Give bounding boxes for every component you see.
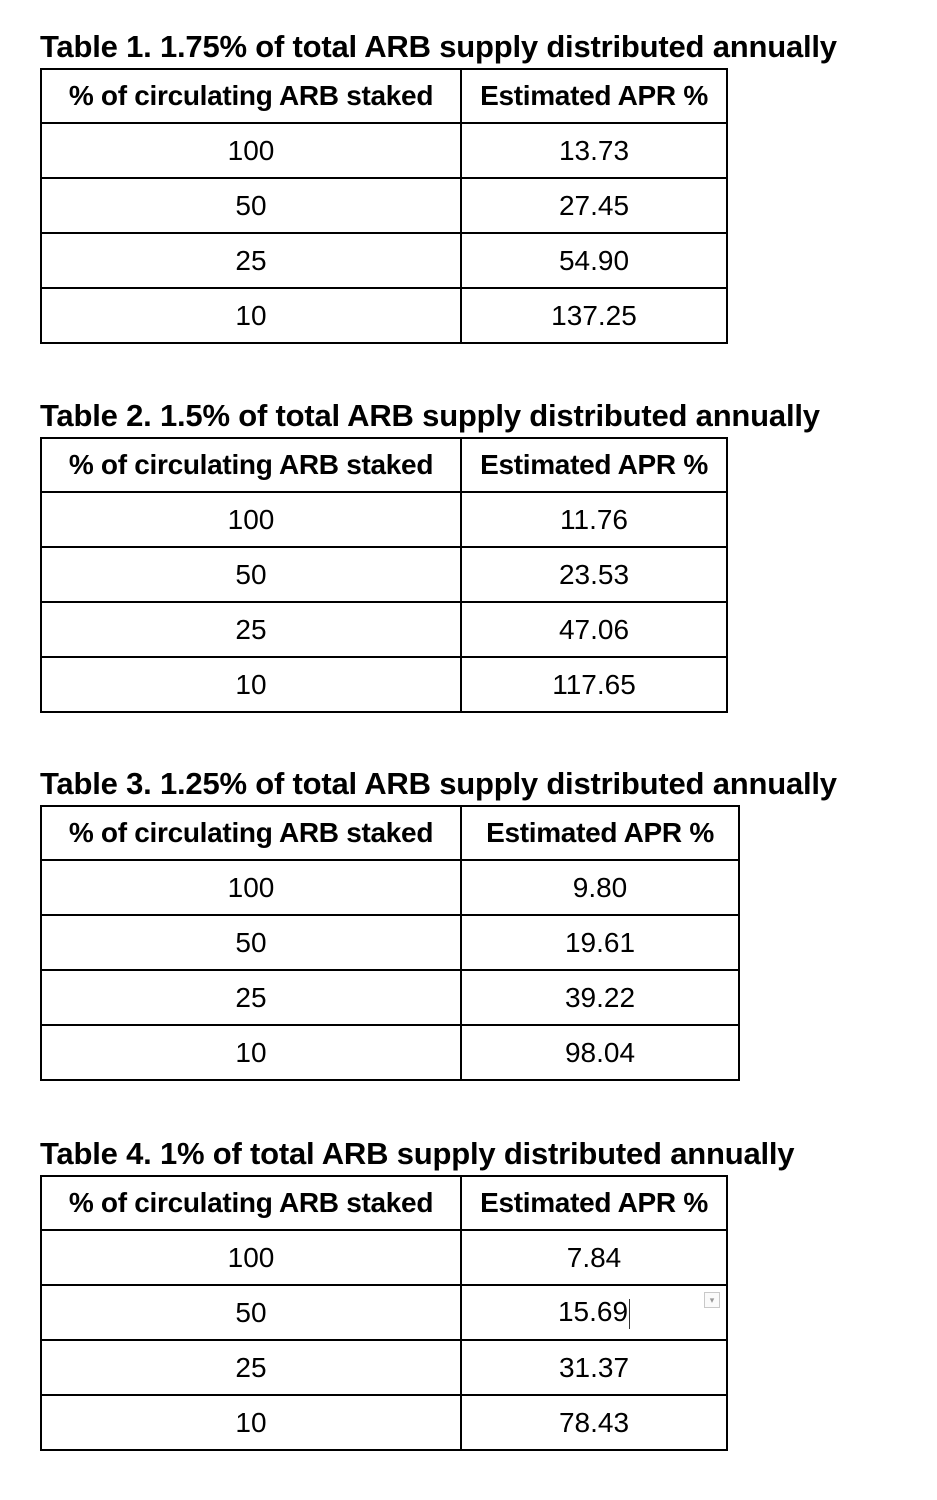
table-row: 10 117.65 [40,656,728,713]
apr-table: % of circulating ARB staked Estimated AP… [40,805,740,1081]
table-cell[interactable]: 78.43 [460,1394,728,1451]
table-cell[interactable]: 100 [40,1229,462,1286]
table-row: 50 23.53 [40,546,728,603]
table-cell[interactable]: 50 [40,914,462,971]
table-row: 25 47.06 [40,601,728,658]
table-cell[interactable]: 25 [40,232,462,289]
table-cell[interactable]: 50 [40,1284,462,1341]
table-caption: Table 1. 1.75% of total ARB supply distr… [40,29,837,64]
table-cell[interactable]: 25 [40,1339,462,1396]
column-header-staked[interactable]: % of circulating ARB staked [40,1175,462,1231]
table-cell[interactable]: 10 [40,1024,462,1081]
table-row: 25 54.90 [40,232,728,289]
table-row: 50 19.61 [40,914,740,971]
table-cell[interactable]: 19.61 [460,914,740,971]
table-cell[interactable]: 98.04 [460,1024,740,1081]
table-cell[interactable]: 11.76 [460,491,728,548]
table-header-row: % of circulating ARB staked Estimated AP… [40,805,740,861]
column-header-staked[interactable]: % of circulating ARB staked [40,805,462,861]
cell-value: 15.69 [557,1296,629,1328]
table-caption: Table 2. 1.5% of total ARB supply distri… [40,398,820,433]
text-cursor [629,1298,631,1329]
table-row: 10 78.43 [40,1394,728,1451]
apr-table: % of circulating ARB staked Estimated AP… [40,68,728,344]
table-caption: Table 4. 1% of total ARB supply distribu… [40,1136,795,1171]
table-row: 10 137.25 [40,287,728,344]
table-cell[interactable]: 137.25 [460,287,728,344]
table-cell[interactable]: 39.22 [460,969,740,1026]
dropdown-chevron-icon[interactable]: ▾ [704,1292,720,1308]
table-header-row: % of circulating ARB staked Estimated AP… [40,68,728,124]
table-row: 100 13.73 [40,122,728,179]
table-block-2: Table 2. 1.5% of total ARB supply distri… [40,399,820,713]
table-cell[interactable]: 100 [40,491,462,548]
table-row: 50 15.69 ▾ [40,1284,728,1341]
column-header-apr[interactable]: Estimated APR % [460,805,740,861]
table-cell-active[interactable]: 15.69 ▾ [460,1284,728,1341]
apr-table: % of circulating ARB staked Estimated AP… [40,437,728,713]
table-cell[interactable]: 100 [40,122,462,179]
table-cell[interactable]: 10 [40,1394,462,1451]
column-header-apr[interactable]: Estimated APR % [460,1175,728,1231]
table-caption: Table 3. 1.25% of total ARB supply distr… [40,766,837,801]
table-block-1: Table 1. 1.75% of total ARB supply distr… [40,30,837,344]
table-header-row: % of circulating ARB staked Estimated AP… [40,1175,728,1231]
table-cell[interactable]: 10 [40,656,462,713]
column-header-staked[interactable]: % of circulating ARB staked [40,68,462,124]
table-row: 25 39.22 [40,969,740,1026]
table-cell[interactable]: 50 [40,177,462,234]
table-cell[interactable]: 7.84 [460,1229,728,1286]
table-row: 100 7.84 [40,1229,728,1286]
table-cell[interactable]: 23.53 [460,546,728,603]
table-row: 100 11.76 [40,491,728,548]
table-row: 10 98.04 [40,1024,740,1081]
column-header-staked[interactable]: % of circulating ARB staked [40,437,462,493]
apr-table: % of circulating ARB staked Estimated AP… [40,1175,728,1451]
table-row: 25 31.37 [40,1339,728,1396]
table-cell[interactable]: 27.45 [460,177,728,234]
table-block-3: Table 3. 1.25% of total ARB supply distr… [40,767,837,1081]
table-row: 50 27.45 [40,177,728,234]
table-row: 100 9.80 [40,859,740,916]
table-header-row: % of circulating ARB staked Estimated AP… [40,437,728,493]
table-cell[interactable]: 10 [40,287,462,344]
table-cell[interactable]: 117.65 [460,656,728,713]
table-cell[interactable]: 31.37 [460,1339,728,1396]
table-cell[interactable]: 50 [40,546,462,603]
table-cell[interactable]: 9.80 [460,859,740,916]
table-cell[interactable]: 54.90 [460,232,728,289]
table-cell[interactable]: 25 [40,601,462,658]
table-cell[interactable]: 47.06 [460,601,728,658]
column-header-apr[interactable]: Estimated APR % [460,68,728,124]
table-cell[interactable]: 13.73 [460,122,728,179]
column-header-apr[interactable]: Estimated APR % [460,437,728,493]
table-cell[interactable]: 25 [40,969,462,1026]
table-block-4: Table 4. 1% of total ARB supply distribu… [40,1136,795,1451]
table-cell[interactable]: 100 [40,859,462,916]
